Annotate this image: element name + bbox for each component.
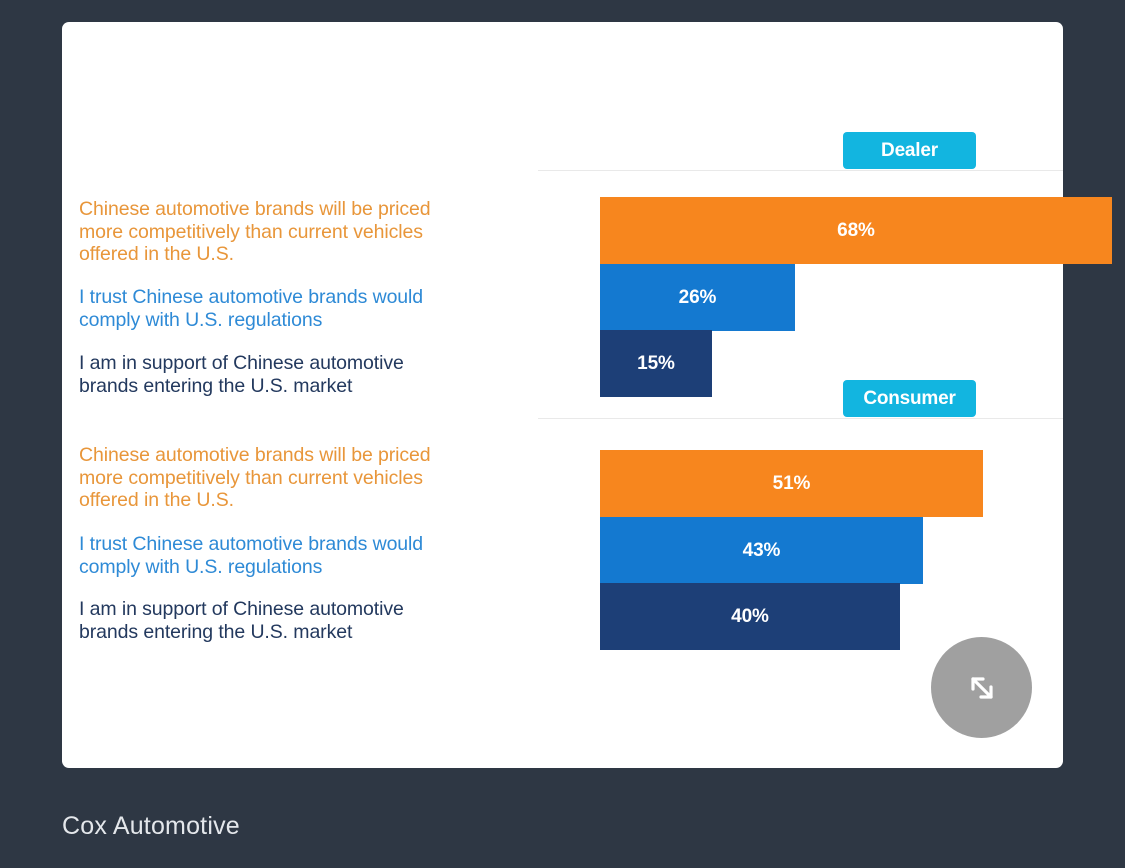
bar-value-label: 51% <box>772 472 811 494</box>
bar-consumer-priced-competitively: 51% <box>600 450 983 517</box>
expand-arrows-icon <box>970 676 993 699</box>
bar-value-label: 15% <box>637 352 675 374</box>
bar-value-label: 26% <box>678 286 717 308</box>
bar-consumer-support-entering: 40% <box>600 583 900 650</box>
bar-dealer-support-entering: 15% <box>600 330 712 397</box>
bar-value-label: 40% <box>731 605 769 627</box>
statement-label-priced-competitively-consumer: Chinese automotive brands will be priced… <box>79 444 431 511</box>
bar-consumer-trust-regulations: 43% <box>600 517 923 584</box>
chart-card: Chinese automotive brands will be priced… <box>62 22 1112 768</box>
gridline-consumer <box>538 418 1063 419</box>
bar-value-label: 68% <box>837 219 875 241</box>
gridline-dealer <box>538 170 1063 171</box>
statement-label-support-entering-dealer: I am in support of Chinese automotive br… <box>79 352 404 397</box>
expand-fullscreen-button[interactable] <box>931 637 1032 738</box>
statement-label-support-entering-consumer: I am in support of Chinese automotive br… <box>79 598 404 643</box>
dealer-plot-area: Dealer 68% 26% 15% <box>538 22 1112 768</box>
source-caption: Cox Automotive <box>62 812 240 840</box>
bar-value-label: 43% <box>742 539 781 561</box>
statement-label-priced-competitively-dealer: Chinese automotive brands will be priced… <box>79 198 431 265</box>
consumer-plot-area: Consumer 51% 43% 40% <box>538 22 1063 768</box>
bar-dealer-priced-competitively: 68% <box>600 197 1112 264</box>
bar-dealer-trust-regulations: 26% <box>600 264 795 331</box>
group-title-consumer: Consumer <box>843 380 976 417</box>
group-title-dealer: Dealer <box>843 132 976 169</box>
statement-label-trust-regulations-consumer: I trust Chinese automotive brands would … <box>79 533 424 578</box>
statement-label-trust-regulations-dealer: I trust Chinese automotive brands would … <box>79 286 424 331</box>
